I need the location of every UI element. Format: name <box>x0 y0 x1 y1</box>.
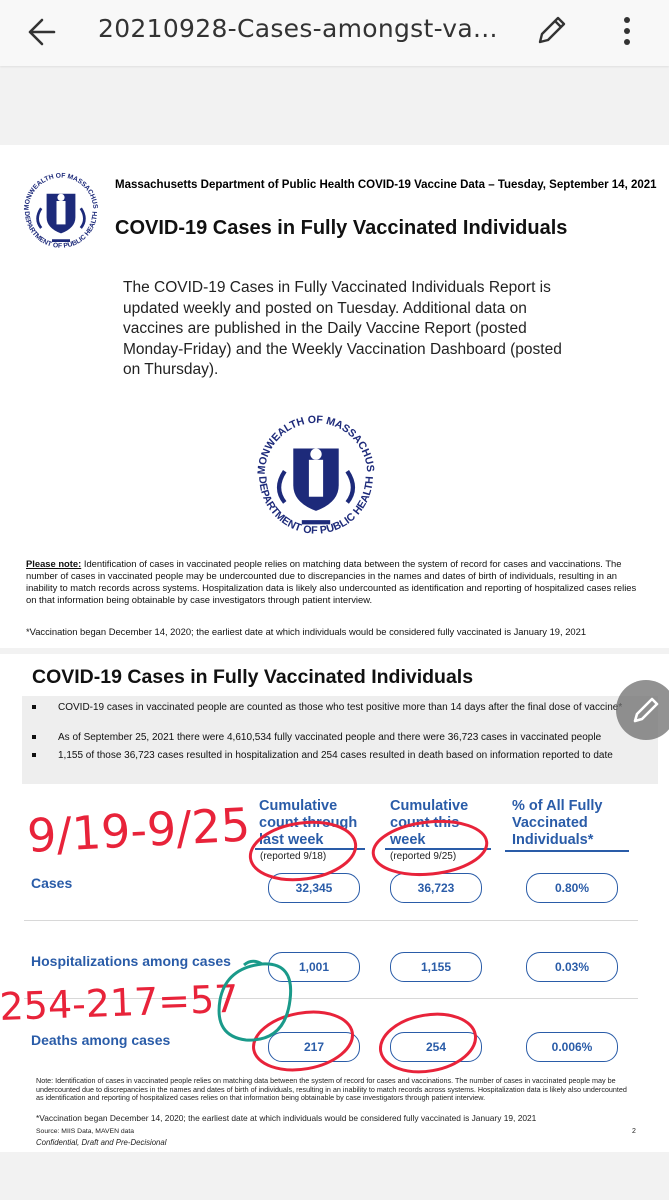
slide-title: COVID-19 Cases in Fully Vaccinated Indiv… <box>32 666 474 688</box>
pencil-fab-icon <box>633 697 659 723</box>
slide-vaccination-note: *Vaccination began December 14, 2020; th… <box>36 1113 537 1123</box>
header-rule <box>255 848 365 850</box>
column-subtitle-last-week: (reported 9/18) <box>260 851 327 862</box>
vaccination-footnote: *Vaccination began December 14, 2020; th… <box>26 626 587 637</box>
cell-cases-this-week: 36,723 <box>390 873 482 903</box>
bullet-dot-icon <box>32 753 36 757</box>
intro-paragraph: The COVID-19 Cases in Fully Vaccinated I… <box>123 279 562 378</box>
dph-seal-large-icon: COMMONWEALTH OF MASSACHUSETTS DEPARTMENT… <box>241 394 387 545</box>
row-label-hospitalizations: Hospitalizations among cases <box>31 953 231 969</box>
source-line: Source: MIIS Data, MAVEN data <box>36 1128 135 1135</box>
header-rule <box>505 850 629 852</box>
bullet-item: COVID-19 cases in vaccinated people are … <box>32 702 648 726</box>
bullet-item: 1,155 of those 36,723 cases resulted in … <box>32 750 648 774</box>
cell-cases-last-week: 32,345 <box>268 873 360 903</box>
cell-hosp-this-week: 1,155 <box>390 952 482 982</box>
header-rule <box>385 848 491 850</box>
column-header-last-week: Cumulative count through last week <box>259 798 358 848</box>
column-header-percent: % of All Fully Vaccinated Individuals* <box>512 798 603 848</box>
cell-deaths-percent: 0.006% <box>526 1032 618 1062</box>
please-note-paragraph: Please note: Identification of cases in … <box>26 558 646 606</box>
page-number: 2 <box>632 1128 636 1135</box>
pencil-icon[interactable] <box>532 10 572 50</box>
row-label-deaths: Deaths among cases <box>31 1032 171 1048</box>
slide-note: Note: Identification of cases in vaccina… <box>36 1076 627 1103</box>
page-title: COVID-19 Cases in Fully Vaccinated Indiv… <box>115 217 568 239</box>
cell-hosp-last-week: 1,001 <box>268 952 360 982</box>
floating-edit-button[interactable] <box>616 680 669 740</box>
document-title: 20210928-Cases-amongst-va... <box>98 14 498 43</box>
row-divider <box>24 920 638 921</box>
more-vertical-icon[interactable] <box>612 10 642 52</box>
cell-hosp-percent: 0.03% <box>526 952 618 982</box>
bullet-dot-icon <box>32 705 36 709</box>
dph-seal-icon: COMMONWEALTH OF MASSACHUSETTS DEPARTMENT… <box>13 160 106 255</box>
confidential-line: Confidential, Draft and Pre-Decisional <box>36 1138 167 1147</box>
cell-deaths-this-week: 254 <box>390 1032 482 1062</box>
bullet-box: COVID-19 cases in vaccinated people are … <box>22 696 658 784</box>
app-toolbar: 20210928-Cases-amongst-va... <box>0 0 669 66</box>
please-note-text: Identification of cases in vaccinated pe… <box>26 558 637 605</box>
please-note-label: Please note: <box>26 558 82 569</box>
pdf-page-1: COMMONWEALTH OF MASSACHUSETTS DEPARTMENT… <box>0 145 669 648</box>
cell-cases-percent: 0.80% <box>526 873 618 903</box>
report-header: Massachusetts Department of Public Healt… <box>115 179 657 191</box>
column-subtitle-this-week: (reported 9/25) <box>390 851 457 862</box>
row-label-cases: Cases <box>31 875 73 891</box>
column-header-this-week: Cumulative count this week <box>390 798 469 848</box>
cell-deaths-last-week: 217 <box>268 1032 360 1062</box>
pdf-page-2: COVID-19 Cases in Fully Vaccinated Indiv… <box>0 654 669 1152</box>
back-arrow-icon[interactable] <box>24 14 64 50</box>
bullet-dot-icon <box>32 735 36 739</box>
row-divider <box>24 998 638 999</box>
bullet-item: As of September 25, 2021 there were 4,61… <box>32 732 662 744</box>
